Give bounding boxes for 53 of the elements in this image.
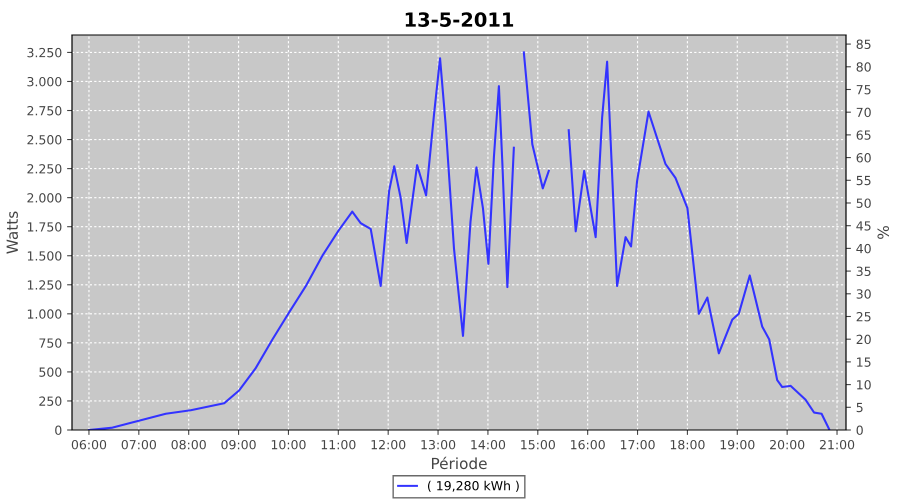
y-tick-label: 0 [55,425,62,435]
y2-tick-label: 5 [856,402,863,412]
legend-label: ( 19,280 kWh ) [428,480,519,492]
x-tick-label: 11:00 [322,440,356,450]
x-tick-label: 18:00 [670,440,705,450]
x-tick-label: 06:00 [72,440,106,450]
x-tick-label: 08:00 [172,440,206,450]
y2-tick-label: 15 [857,358,871,367]
y2-tick-label: 0 [856,425,863,435]
y2-tick-label: 30 [856,289,871,299]
x-tick-label: 10:00 [272,440,306,450]
y2-tick-label: 45 [856,221,871,231]
y-tick-label: 500 [39,367,62,377]
y-tick-label: 250 [39,396,62,406]
y2-tick-label: 50 [856,198,871,208]
x-tick-label: 14:00 [471,440,506,450]
x-tick-label: 13:00 [421,440,456,450]
y2-tick-label: 65 [856,130,871,140]
y2-tick-label: 10 [857,380,871,390]
x-tick-label: 19:00 [720,440,754,450]
chart-title: 13-5-2011 [406,12,514,27]
y-tick-label: 750 [39,338,62,348]
x-tick-label: 09:00 [221,440,256,450]
y-tick-label: 2.000 [27,193,62,203]
y2-tick-label: 80 [856,62,871,72]
y-tick-label: 1.250 [28,280,62,290]
y-tick-label: 3.000 [27,76,62,86]
y2-tick-label: 40 [856,244,871,254]
y-tick-label: 2.250 [27,164,62,174]
x-tick-label: 16:00 [571,440,605,450]
y-tick-label: 2.500 [27,135,62,144]
y2-tick-label: 75 [856,85,871,94]
y-tick-label: 1.000 [28,309,62,319]
y-tick-label: 1.750 [28,222,62,232]
y-tick-label: 2.750 [27,106,62,116]
y2-tick-label: 35 [856,266,871,276]
y2-tick-label: 55 [856,176,871,186]
y-axis-title: Watts [6,212,18,254]
x-tick-label: 12:00 [372,440,406,450]
x-axis-title: Période [432,456,487,470]
y-tick-label: 1.500 [28,251,62,261]
y2-tick-label: 60 [856,153,871,163]
y-tick-label: 3.250 [27,48,62,58]
y2-tick-label: 70 [856,108,871,118]
y2-axis-title: % [877,226,890,239]
y2-tick-label: 20 [856,334,871,344]
x-tick-label: 17:00 [620,440,655,450]
x-tick-label: 07:00 [122,440,156,450]
y2-tick-label: 25 [856,312,871,322]
x-tick-label: 21:00 [820,440,854,450]
x-tick-label: 20:00 [770,440,804,450]
y2-tick-label: 85 [856,40,871,50]
x-tick-label: 15:00 [521,440,555,450]
